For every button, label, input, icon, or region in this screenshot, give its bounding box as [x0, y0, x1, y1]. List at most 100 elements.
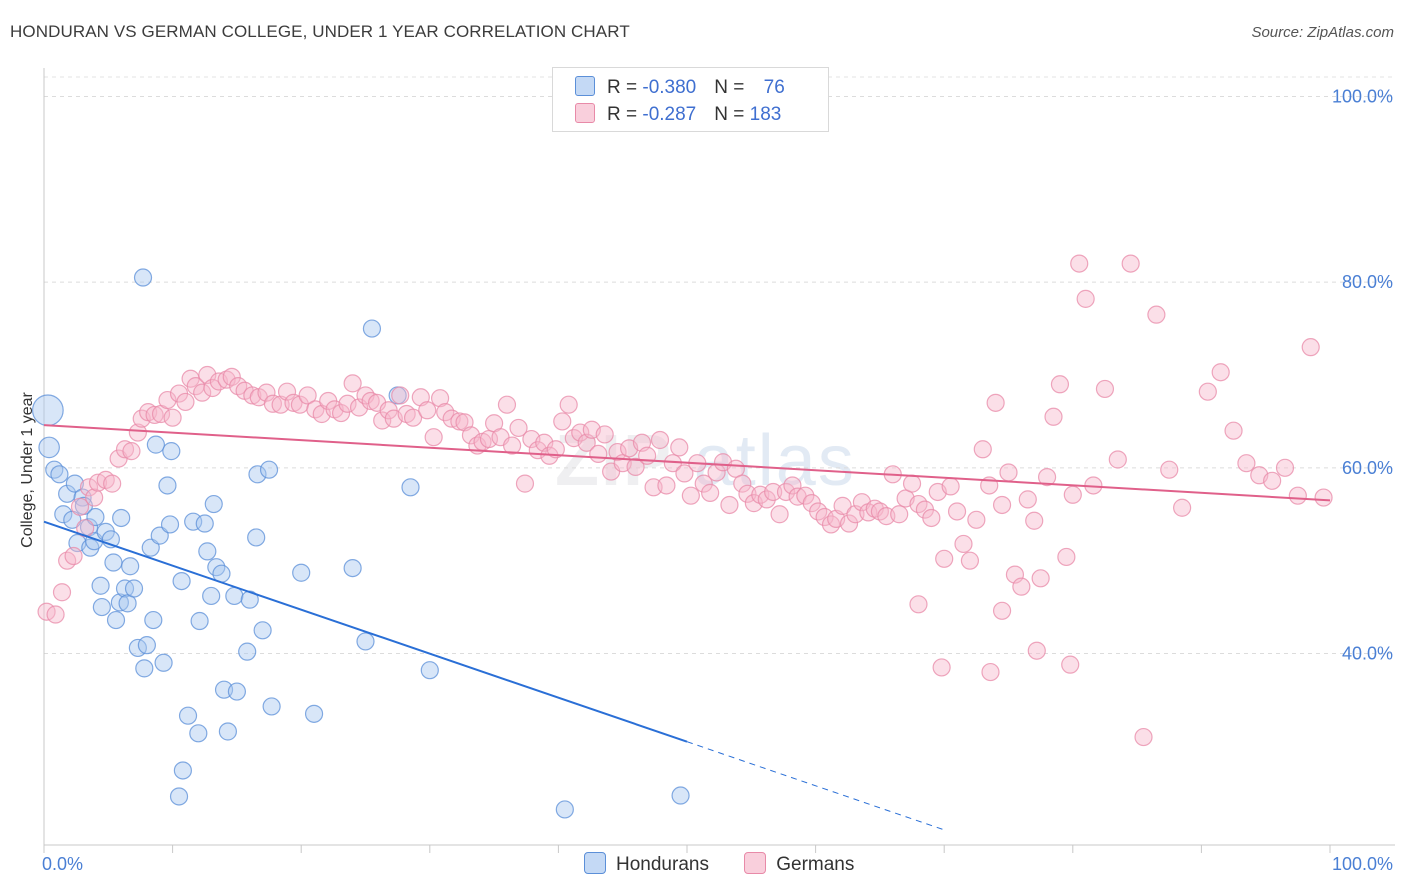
german-point: [277, 382, 297, 401]
honduran-point: [259, 460, 279, 479]
german-point: [338, 394, 357, 413]
honduran-point: [121, 557, 140, 576]
honduran-point: [262, 697, 281, 716]
german-point: [657, 476, 676, 495]
german-point: [243, 386, 262, 405]
german-point: [145, 405, 164, 425]
honduran-point: [671, 786, 690, 805]
german-point: [1025, 511, 1044, 530]
german-point: [217, 370, 236, 389]
honduran-point: [31, 394, 64, 427]
german-point: [503, 436, 522, 455]
german-point: [1224, 421, 1243, 440]
legend-n-value-hondurans: 76: [763, 77, 785, 98]
honduran-trend-line: [43, 520, 688, 743]
chart-title: HONDURAN VS GERMAN COLLEGE, UNDER 1 YEAR…: [10, 22, 630, 41]
german-point: [284, 393, 303, 412]
german-point: [361, 391, 380, 411]
honduran-point: [65, 474, 84, 493]
german-point: [64, 546, 83, 566]
german-point: [1095, 379, 1115, 399]
german-point: [497, 395, 517, 414]
honduran-point: [204, 494, 223, 514]
honduran-point: [141, 538, 160, 557]
german-point: [954, 534, 973, 554]
german-point: [935, 549, 954, 568]
german-point: [890, 505, 909, 524]
honduran-point: [86, 507, 105, 527]
german-point: [1160, 460, 1179, 479]
german-point: [947, 502, 967, 521]
honduran-point: [160, 515, 180, 534]
honduran-point: [253, 621, 272, 640]
german-point: [1314, 488, 1333, 507]
honduran-point: [198, 542, 217, 561]
german-point: [821, 515, 841, 534]
german-point: [941, 477, 960, 496]
german-point: [85, 488, 104, 507]
y-tick-label: 100.0%: [1332, 87, 1393, 107]
honduran-point: [54, 505, 73, 524]
german-point: [331, 403, 351, 423]
german-point: [626, 457, 645, 477]
honduran-point: [144, 610, 163, 630]
stats-legend: R = -0.380 N = 76 R = -0.287 N = 183: [552, 67, 829, 132]
honduran-point: [218, 722, 237, 741]
german-point: [193, 383, 212, 402]
german-point: [1288, 486, 1307, 505]
german-point: [298, 386, 317, 405]
legend-r-label: R =: [607, 104, 643, 125]
german-point: [815, 507, 834, 527]
honduran-point: [343, 558, 362, 578]
honduran-point: [106, 610, 126, 630]
legend-row-hondurans: R = -0.380 N = 76: [575, 76, 785, 98]
german-point: [373, 411, 392, 430]
german-point: [992, 495, 1012, 515]
german-point: [757, 490, 776, 509]
honduran-point: [248, 465, 267, 484]
honduran-point: [92, 597, 111, 617]
german-point: [922, 508, 941, 528]
german-point: [1301, 338, 1320, 357]
legend-item-germans[interactable]: Germans: [744, 852, 854, 876]
german-point: [1211, 363, 1230, 382]
german-point: [52, 583, 72, 602]
german-point: [1198, 382, 1217, 401]
german-point: [967, 510, 986, 529]
german-point: [430, 389, 450, 408]
honduran-point: [555, 800, 574, 819]
hondurans-legend-label: Hondurans: [616, 854, 709, 875]
german-point: [70, 497, 90, 516]
honduran-point: [58, 484, 77, 503]
german-point: [450, 412, 469, 431]
legend-r-value-hondurans: -0.380: [642, 77, 697, 98]
honduran-point: [50, 465, 69, 484]
german-point: [103, 474, 122, 493]
honduran-point: [202, 586, 221, 606]
y-tick-label: 40.0%: [1342, 644, 1393, 664]
german-point: [783, 476, 802, 495]
german-point: [608, 442, 627, 462]
german-point: [222, 367, 241, 386]
german-point: [595, 425, 614, 444]
german-point: [403, 408, 423, 427]
honduran-point: [38, 436, 60, 459]
german-point: [1037, 468, 1057, 487]
german-point: [986, 393, 1005, 412]
watermark-atlas: atlas: [693, 421, 856, 501]
german-point: [675, 464, 694, 483]
german-point: [701, 483, 720, 502]
german-point: [436, 403, 455, 422]
honduran-point: [225, 586, 244, 606]
german-point: [1063, 485, 1082, 504]
german-point: [424, 428, 443, 447]
honduran-point: [154, 653, 173, 672]
german-point: [1057, 547, 1076, 567]
legend-item-hondurans[interactable]: Hondurans: [584, 852, 709, 876]
german-point: [764, 482, 783, 502]
honduran-point: [195, 514, 214, 533]
german-point: [203, 378, 222, 398]
x-tick-label: 100.0%: [1332, 854, 1393, 874]
german-point: [1121, 254, 1140, 273]
german-point: [720, 495, 739, 515]
